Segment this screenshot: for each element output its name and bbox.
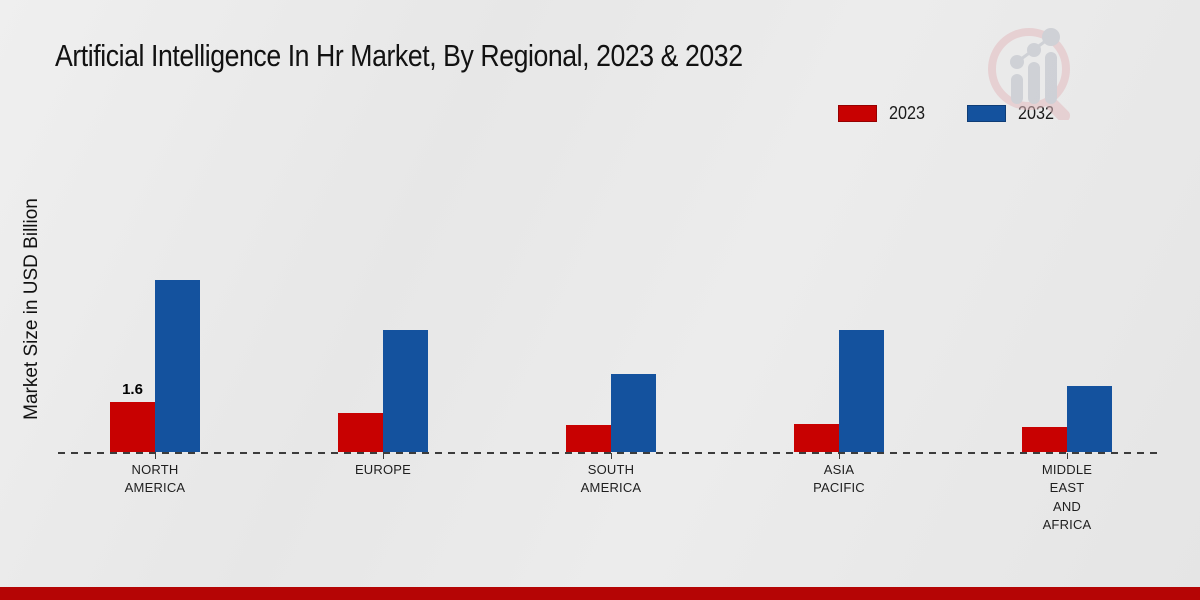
bar-2023-south-america xyxy=(566,425,611,452)
x-axis-label-north-america: NORTH AMERICA xyxy=(124,462,186,496)
x-axis-tick xyxy=(1067,453,1068,459)
bar-2032-europe xyxy=(383,330,428,452)
bar-2023-middle-east-and-africa xyxy=(1022,427,1067,452)
x-axis-label-asia-pacific: ASIA PACIFIC xyxy=(813,462,865,496)
bar-2023-asia-pacific xyxy=(794,424,839,452)
legend-label-2023: 2023 xyxy=(889,103,926,123)
bar-2032-middle-east-and-africa xyxy=(1067,386,1112,452)
bar-2023-north-america xyxy=(110,402,155,452)
x-axis-tick xyxy=(155,453,156,459)
x-axis-baseline xyxy=(58,452,1158,454)
legend-swatch-2023 xyxy=(838,105,877,122)
x-axis-tick xyxy=(611,453,612,459)
bar-2023-europe xyxy=(338,413,383,452)
legend-swatch-2032 xyxy=(967,105,1007,122)
market-research-magnifier-logo xyxy=(988,28,1071,120)
bar-2032-asia-pacific xyxy=(839,330,884,452)
x-axis-tick xyxy=(383,453,384,459)
legend-item-2023: 2023 xyxy=(838,103,929,124)
chart-title: Artificial Intelligence In Hr Market, By… xyxy=(55,38,743,73)
x-axis-label-europe: EUROPE xyxy=(354,462,412,477)
data-label-2023-north-america: 1.6 xyxy=(122,381,143,398)
footer-red-bar xyxy=(0,587,1200,600)
x-axis-label-middle-east-and-africa: MIDDLE EAST AND AFRICA xyxy=(1041,462,1093,533)
bar-2032-south-america xyxy=(611,374,656,452)
x-axis-label-south-america: SOUTH AMERICA xyxy=(580,462,642,496)
x-axis-tick xyxy=(839,453,840,459)
bar-2032-north-america xyxy=(155,280,200,452)
